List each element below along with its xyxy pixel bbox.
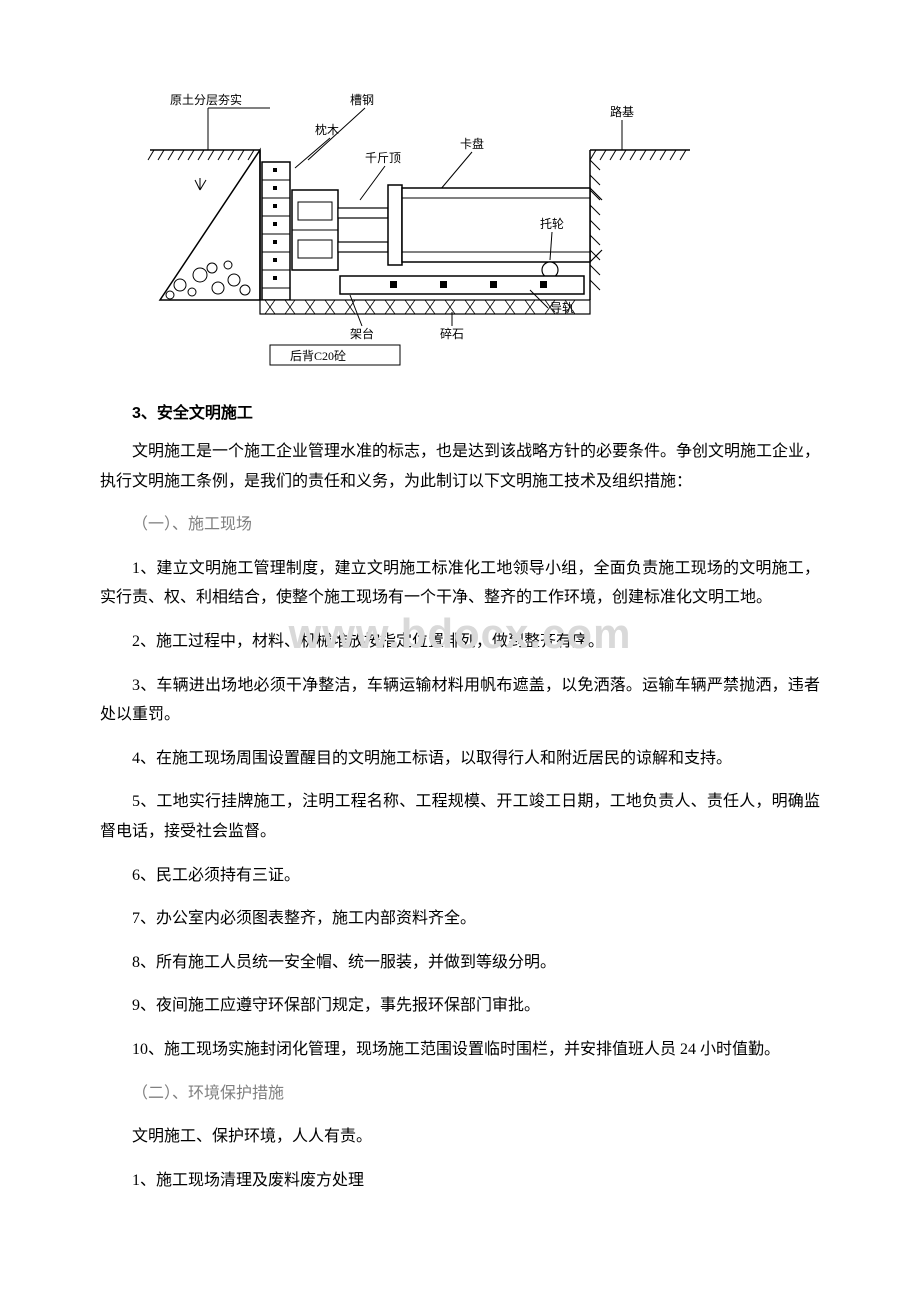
label-channel: 槽钢: [350, 93, 374, 107]
section-2-item-1: 1、施工现场清理及废料废方处理: [100, 1166, 820, 1196]
list-item: 2、施工过程中，材料、机械堆放按指定位置排列，做到整齐有序。: [100, 627, 820, 657]
list-item: 1、建立文明施工管理制度，建立文明施工标准化工地领导小组，全面负责施工现场的文明…: [100, 554, 820, 613]
document-page: 原土分层夯实 槽钢 枕木 千斤顶 卡盘 路基: [0, 0, 920, 1302]
label-gravel: 碎石: [440, 326, 464, 341]
list-item: 5、工地实行挂牌施工，注明工程名称、工程规模、开工竣工日期，工地负责人、责任人，…: [100, 787, 820, 846]
list-item: 7、办公室内必须图表整齐，施工内部资料齐全。: [100, 904, 820, 934]
label-platform: 架台: [350, 326, 374, 341]
list-item: 10、施工现场实施封闭化管理，现场施工范围设置临时围栏，并安排值班人员 24 小…: [100, 1035, 820, 1065]
label-back: 后背C20砼: [290, 349, 346, 363]
label-sleeper: 枕木: [315, 122, 339, 137]
label-jack: 千斤顶: [365, 151, 401, 165]
list-item: 4、在施工现场周围设置醒目的文明施工标语，以取得行人和附近居民的谅解和支持。: [100, 744, 820, 774]
label-soil: 原土分层夯实: [170, 92, 242, 107]
section-2-line: 文明施工、保护环境，人人有责。: [100, 1122, 820, 1152]
label-subgrade: 路基: [610, 104, 634, 119]
list-item: 8、所有施工人员统一安全帽、统一服装，并做到等级分明。: [100, 948, 820, 978]
list-item: 6、民工必须持有三证。: [100, 861, 820, 891]
section-1-title: （一）、施工现场: [100, 510, 820, 540]
diagram-svg: 原土分层夯实 槽钢 枕木 千斤顶 卡盘 路基: [140, 90, 700, 370]
section-2-title: （二）、环境保护措施: [100, 1079, 820, 1109]
pipe-jacking-diagram: 原土分层夯实 槽钢 枕木 千斤顶 卡盘 路基: [140, 90, 700, 375]
list-item: 9、夜间施工应遵守环保部门规定，事先报环保部门审批。: [100, 991, 820, 1021]
label-flange: 卡盘: [460, 136, 484, 151]
label-rail: 导轨: [550, 301, 574, 315]
label-roller: 托轮: [540, 217, 564, 231]
heading-3: 3、安全文明施工: [100, 399, 820, 423]
list-item: 3、车辆进出场地必须干净整洁，车辆运输材料用帆布遮盖，以免洒落。运输车辆严禁抛洒…: [100, 671, 820, 730]
intro-paragraph: 文明施工是一个施工企业管理水准的标志，也是达到该战略方针的必要条件。争创文明施工…: [100, 437, 820, 496]
